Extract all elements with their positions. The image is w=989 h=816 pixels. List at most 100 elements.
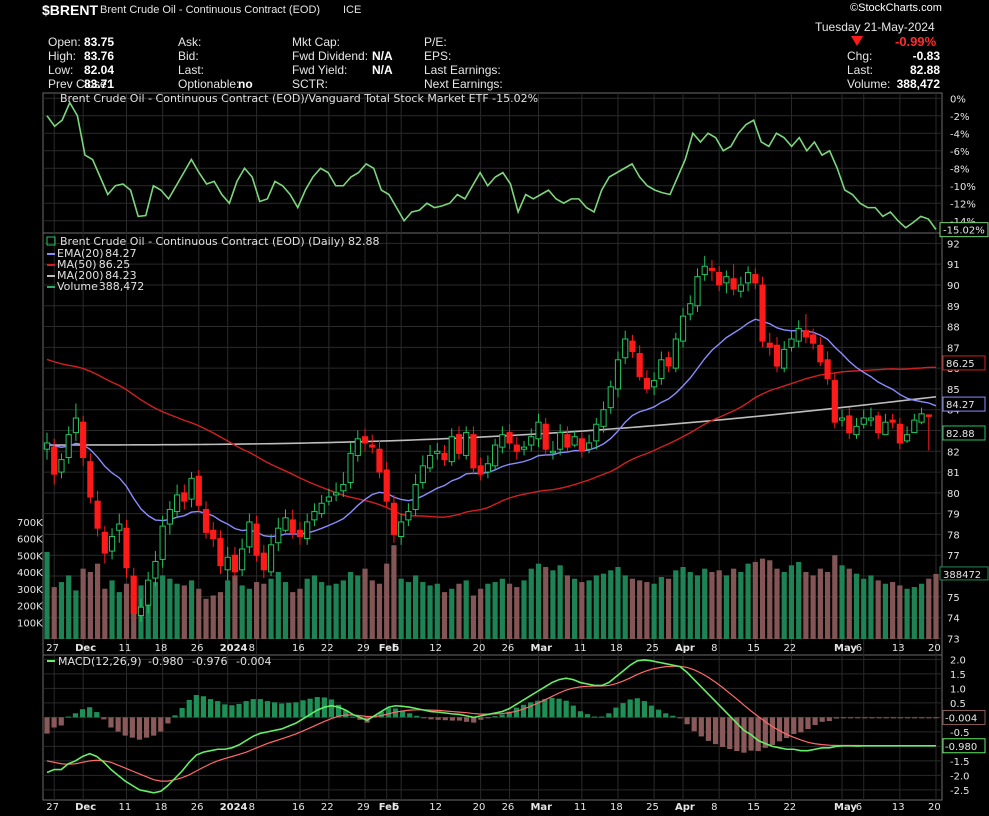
candle bbox=[239, 538, 246, 577]
candle bbox=[130, 567, 137, 622]
x-axis-label: 20 bbox=[928, 643, 941, 654]
macd-histogram-bar bbox=[791, 717, 797, 734]
quote-field-label: Bid: bbox=[178, 49, 199, 63]
x-axis-label: 22 bbox=[783, 643, 796, 654]
volume-bar bbox=[824, 572, 831, 639]
macd-histogram-bar bbox=[855, 717, 861, 719]
candle bbox=[766, 332, 773, 356]
candle-body bbox=[463, 432, 470, 456]
volume-bar bbox=[116, 592, 122, 639]
macd-histogram-bar bbox=[407, 713, 413, 718]
volume-bar bbox=[832, 555, 838, 639]
macd-histogram-bar bbox=[428, 717, 434, 720]
x-axis-label: 12 bbox=[429, 802, 442, 813]
candle bbox=[492, 438, 499, 470]
price-tick-label: 85 bbox=[947, 385, 960, 396]
candle bbox=[166, 501, 173, 535]
macd-histogram-bar bbox=[286, 702, 292, 718]
volume-bar bbox=[478, 588, 484, 639]
volume-bar bbox=[680, 566, 686, 639]
candle bbox=[152, 551, 159, 587]
macd-histogram-bar bbox=[72, 713, 79, 718]
x-axis-label: 29 bbox=[357, 643, 370, 654]
rs-line bbox=[46, 100, 937, 230]
candle bbox=[665, 351, 672, 373]
candle bbox=[658, 351, 665, 385]
candle bbox=[137, 598, 145, 622]
macd-histogram-bar bbox=[840, 717, 847, 719]
volume-bar bbox=[658, 577, 664, 639]
candle-body bbox=[773, 344, 781, 367]
volume-bar bbox=[362, 568, 368, 639]
quote-field-value: 82.04 bbox=[84, 63, 115, 77]
volume-bar bbox=[499, 578, 505, 639]
candle bbox=[781, 341, 788, 373]
volume-bar bbox=[803, 572, 809, 639]
candle bbox=[528, 428, 535, 452]
quote-field-label: P/E: bbox=[424, 35, 447, 49]
macd-histogram-bar bbox=[904, 717, 911, 719]
macd-histogram-bar bbox=[542, 699, 548, 718]
candle-body bbox=[499, 434, 506, 448]
candle-body bbox=[260, 552, 267, 571]
candle bbox=[506, 424, 513, 450]
quote-field-label: Ask: bbox=[178, 35, 202, 49]
rs-tick-label: -8% bbox=[950, 164, 969, 175]
macd-histogram-bar bbox=[478, 717, 484, 720]
quote-field-label: Open: bbox=[48, 35, 81, 49]
candle-body bbox=[672, 338, 679, 369]
candle-body bbox=[535, 421, 542, 440]
candle bbox=[622, 330, 629, 364]
macd-histogram-bar bbox=[663, 713, 669, 718]
candle bbox=[535, 413, 542, 448]
candle-body bbox=[903, 434, 911, 442]
candle bbox=[853, 418, 860, 439]
x-axis-label: Apr bbox=[675, 802, 695, 813]
candle-body bbox=[181, 492, 188, 502]
macd-histogram-bar bbox=[812, 717, 818, 726]
macd-histogram-bar bbox=[556, 698, 562, 718]
candle bbox=[296, 521, 304, 545]
candle-body bbox=[571, 436, 578, 446]
ma50-line bbox=[46, 358, 937, 518]
macd-histogram-bar bbox=[400, 710, 406, 718]
x-axis-label: 11 bbox=[574, 643, 587, 654]
macd-histogram-bar bbox=[471, 717, 477, 723]
candle bbox=[304, 513, 311, 545]
macd-histogram-bar bbox=[193, 695, 199, 718]
candle bbox=[896, 418, 903, 450]
macd-histogram-bar bbox=[158, 717, 164, 732]
candle bbox=[231, 546, 239, 579]
price-tick-label: 87 bbox=[947, 343, 960, 354]
volume-bar bbox=[384, 563, 390, 639]
macd-histogram-bar bbox=[819, 717, 825, 722]
price-tick-label: 92 bbox=[947, 239, 960, 250]
candle-body bbox=[925, 414, 932, 417]
volume-bar bbox=[861, 578, 867, 639]
candle-body bbox=[484, 463, 491, 473]
volume-bar bbox=[846, 568, 852, 639]
macd-histogram-bar bbox=[926, 717, 932, 719]
macd-histogram-bar bbox=[115, 717, 121, 732]
rs-tick-label: 0% bbox=[950, 94, 966, 105]
candle-body bbox=[528, 436, 535, 446]
candle-body bbox=[651, 380, 658, 388]
x-axis-label: 16 bbox=[292, 802, 305, 813]
candle bbox=[282, 509, 289, 533]
candle bbox=[723, 270, 730, 294]
price-legend: Brent Crude Oil - Continuous Contract (E… bbox=[46, 235, 380, 293]
macd-histogram-bar bbox=[207, 699, 214, 718]
candle bbox=[188, 472, 195, 508]
candle-body bbox=[506, 432, 513, 444]
candle bbox=[484, 455, 491, 479]
quote-field-label: Volume: bbox=[847, 77, 891, 91]
macd-hist-tag: -0.004 bbox=[945, 713, 977, 724]
volume-bar bbox=[196, 588, 202, 639]
candle bbox=[463, 426, 470, 460]
legend-name: MA(50) bbox=[57, 258, 97, 271]
candle-body bbox=[275, 527, 282, 544]
candle-body bbox=[390, 502, 398, 535]
candle bbox=[744, 266, 752, 292]
candle-body bbox=[94, 500, 101, 529]
candle-body bbox=[72, 417, 80, 434]
